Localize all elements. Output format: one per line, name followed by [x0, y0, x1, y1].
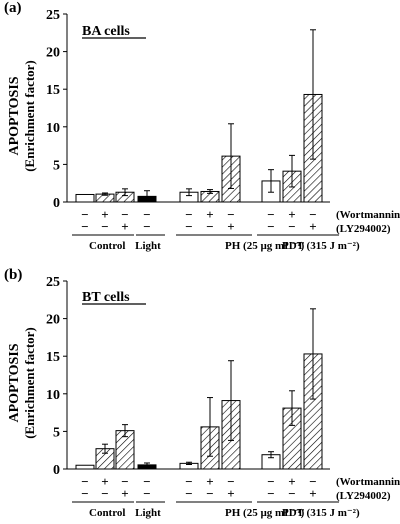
wortmannin-sign: −: [309, 474, 316, 489]
wortmannin-sign: +: [288, 474, 295, 489]
group-label: PDT (315 J m⁻²): [282, 507, 360, 519]
y-tick-label: 10: [46, 121, 60, 136]
group-label: Light: [135, 240, 161, 252]
ly294002-sign: −: [81, 219, 88, 234]
y-tick-label: 0: [53, 196, 60, 211]
ly294002-sign: +: [121, 486, 128, 501]
y-tick-label: 25: [46, 8, 60, 23]
wortmannin-sign: +: [206, 207, 213, 222]
ly294002-sign: −: [143, 219, 150, 234]
y-tick-label: 25: [46, 275, 60, 290]
ly294002-sign: +: [121, 219, 128, 234]
wortmannin-sign: −: [185, 474, 192, 489]
ly294002-sign: −: [143, 486, 150, 501]
group-label: Control: [89, 240, 125, 252]
wortmannin-sign: −: [309, 207, 316, 222]
ly294002-sign: −: [101, 219, 108, 234]
wortmannin-sign: +: [101, 474, 108, 489]
ly294002-sign: +: [309, 486, 316, 501]
y-tick-label: 0: [53, 463, 60, 478]
wortmannin-sign: −: [267, 474, 274, 489]
y-axis-label: APOPTOSIS: [7, 76, 22, 155]
group-label: PH (25 µg mL⁻¹): [225, 240, 305, 252]
ly294002-sign: −: [185, 219, 192, 234]
y-axis-sublabel: (Enrichment factor): [22, 327, 37, 439]
y-tick-label: 20: [46, 46, 60, 61]
wortmannin-sign: −: [227, 207, 234, 222]
wortmannin-sign: −: [185, 207, 192, 222]
panel-label: (b): [4, 267, 22, 283]
y-tick-label: 20: [46, 313, 60, 328]
wortmannin-sign: −: [81, 474, 88, 489]
ly294002-sign: −: [288, 219, 295, 234]
wortmannin-sign: −: [143, 474, 150, 489]
bar: [75, 193, 95, 203]
wortmannin-sign: −: [81, 207, 88, 222]
wortmannin-sign: −: [143, 207, 150, 222]
y-tick-label: 15: [46, 350, 60, 365]
cell-line-label: BA cells: [82, 24, 130, 39]
group-label: Control: [89, 507, 125, 519]
panel-label: (a): [4, 0, 22, 16]
wortmannin-sign: −: [121, 207, 128, 222]
wortmannin-sign: +: [101, 207, 108, 222]
row-label-ly294002: (LY294002): [336, 490, 391, 502]
ly294002-sign: −: [288, 486, 295, 501]
y-tick-label: 10: [46, 388, 60, 403]
wortmannin-sign: −: [121, 474, 128, 489]
row-label-ly294002: (LY294002): [336, 223, 391, 235]
panel-a: (a) BA cells APOPTOSIS (Enrichment factor) 0…: [4, 0, 400, 252]
wortmannin-sign: +: [206, 474, 213, 489]
ly294002-sign: −: [206, 219, 213, 234]
ly294002-sign: −: [81, 486, 88, 501]
y-tick-label: 5: [53, 158, 60, 173]
y-axis-label: APOPTOSIS: [7, 343, 22, 422]
ly294002-sign: −: [185, 486, 192, 501]
ly294002-sign: −: [101, 486, 108, 501]
group-label: PH (25 µg mL⁻¹): [225, 507, 305, 519]
y-tick-label: 15: [46, 83, 60, 98]
bar: [75, 464, 95, 470]
group-label: Light: [135, 507, 161, 519]
wortmannin-sign: −: [227, 474, 234, 489]
ly294002-sign: +: [227, 486, 234, 501]
y-axis-sublabel: (Enrichment factor): [22, 60, 37, 172]
ly294002-sign: −: [206, 486, 213, 501]
ly294002-sign: −: [267, 486, 274, 501]
ly294002-sign: +: [309, 219, 316, 234]
ly294002-sign: −: [267, 219, 274, 234]
group-label: PDT (315 J m⁻²): [282, 240, 360, 252]
wortmannin-sign: −: [267, 207, 274, 222]
cell-line-label: BT cells: [82, 290, 130, 305]
panel-b: (b) BT cells APOPTOSIS (Enrichment factor) 0…: [4, 267, 400, 519]
row-label-wortmannin: (Wortmannin): [336, 209, 400, 221]
y-tick-label: 5: [53, 425, 60, 440]
wortmannin-sign: +: [288, 207, 295, 222]
ly294002-sign: +: [227, 219, 234, 234]
row-label-wortmannin: (Wortmannin): [336, 476, 400, 488]
